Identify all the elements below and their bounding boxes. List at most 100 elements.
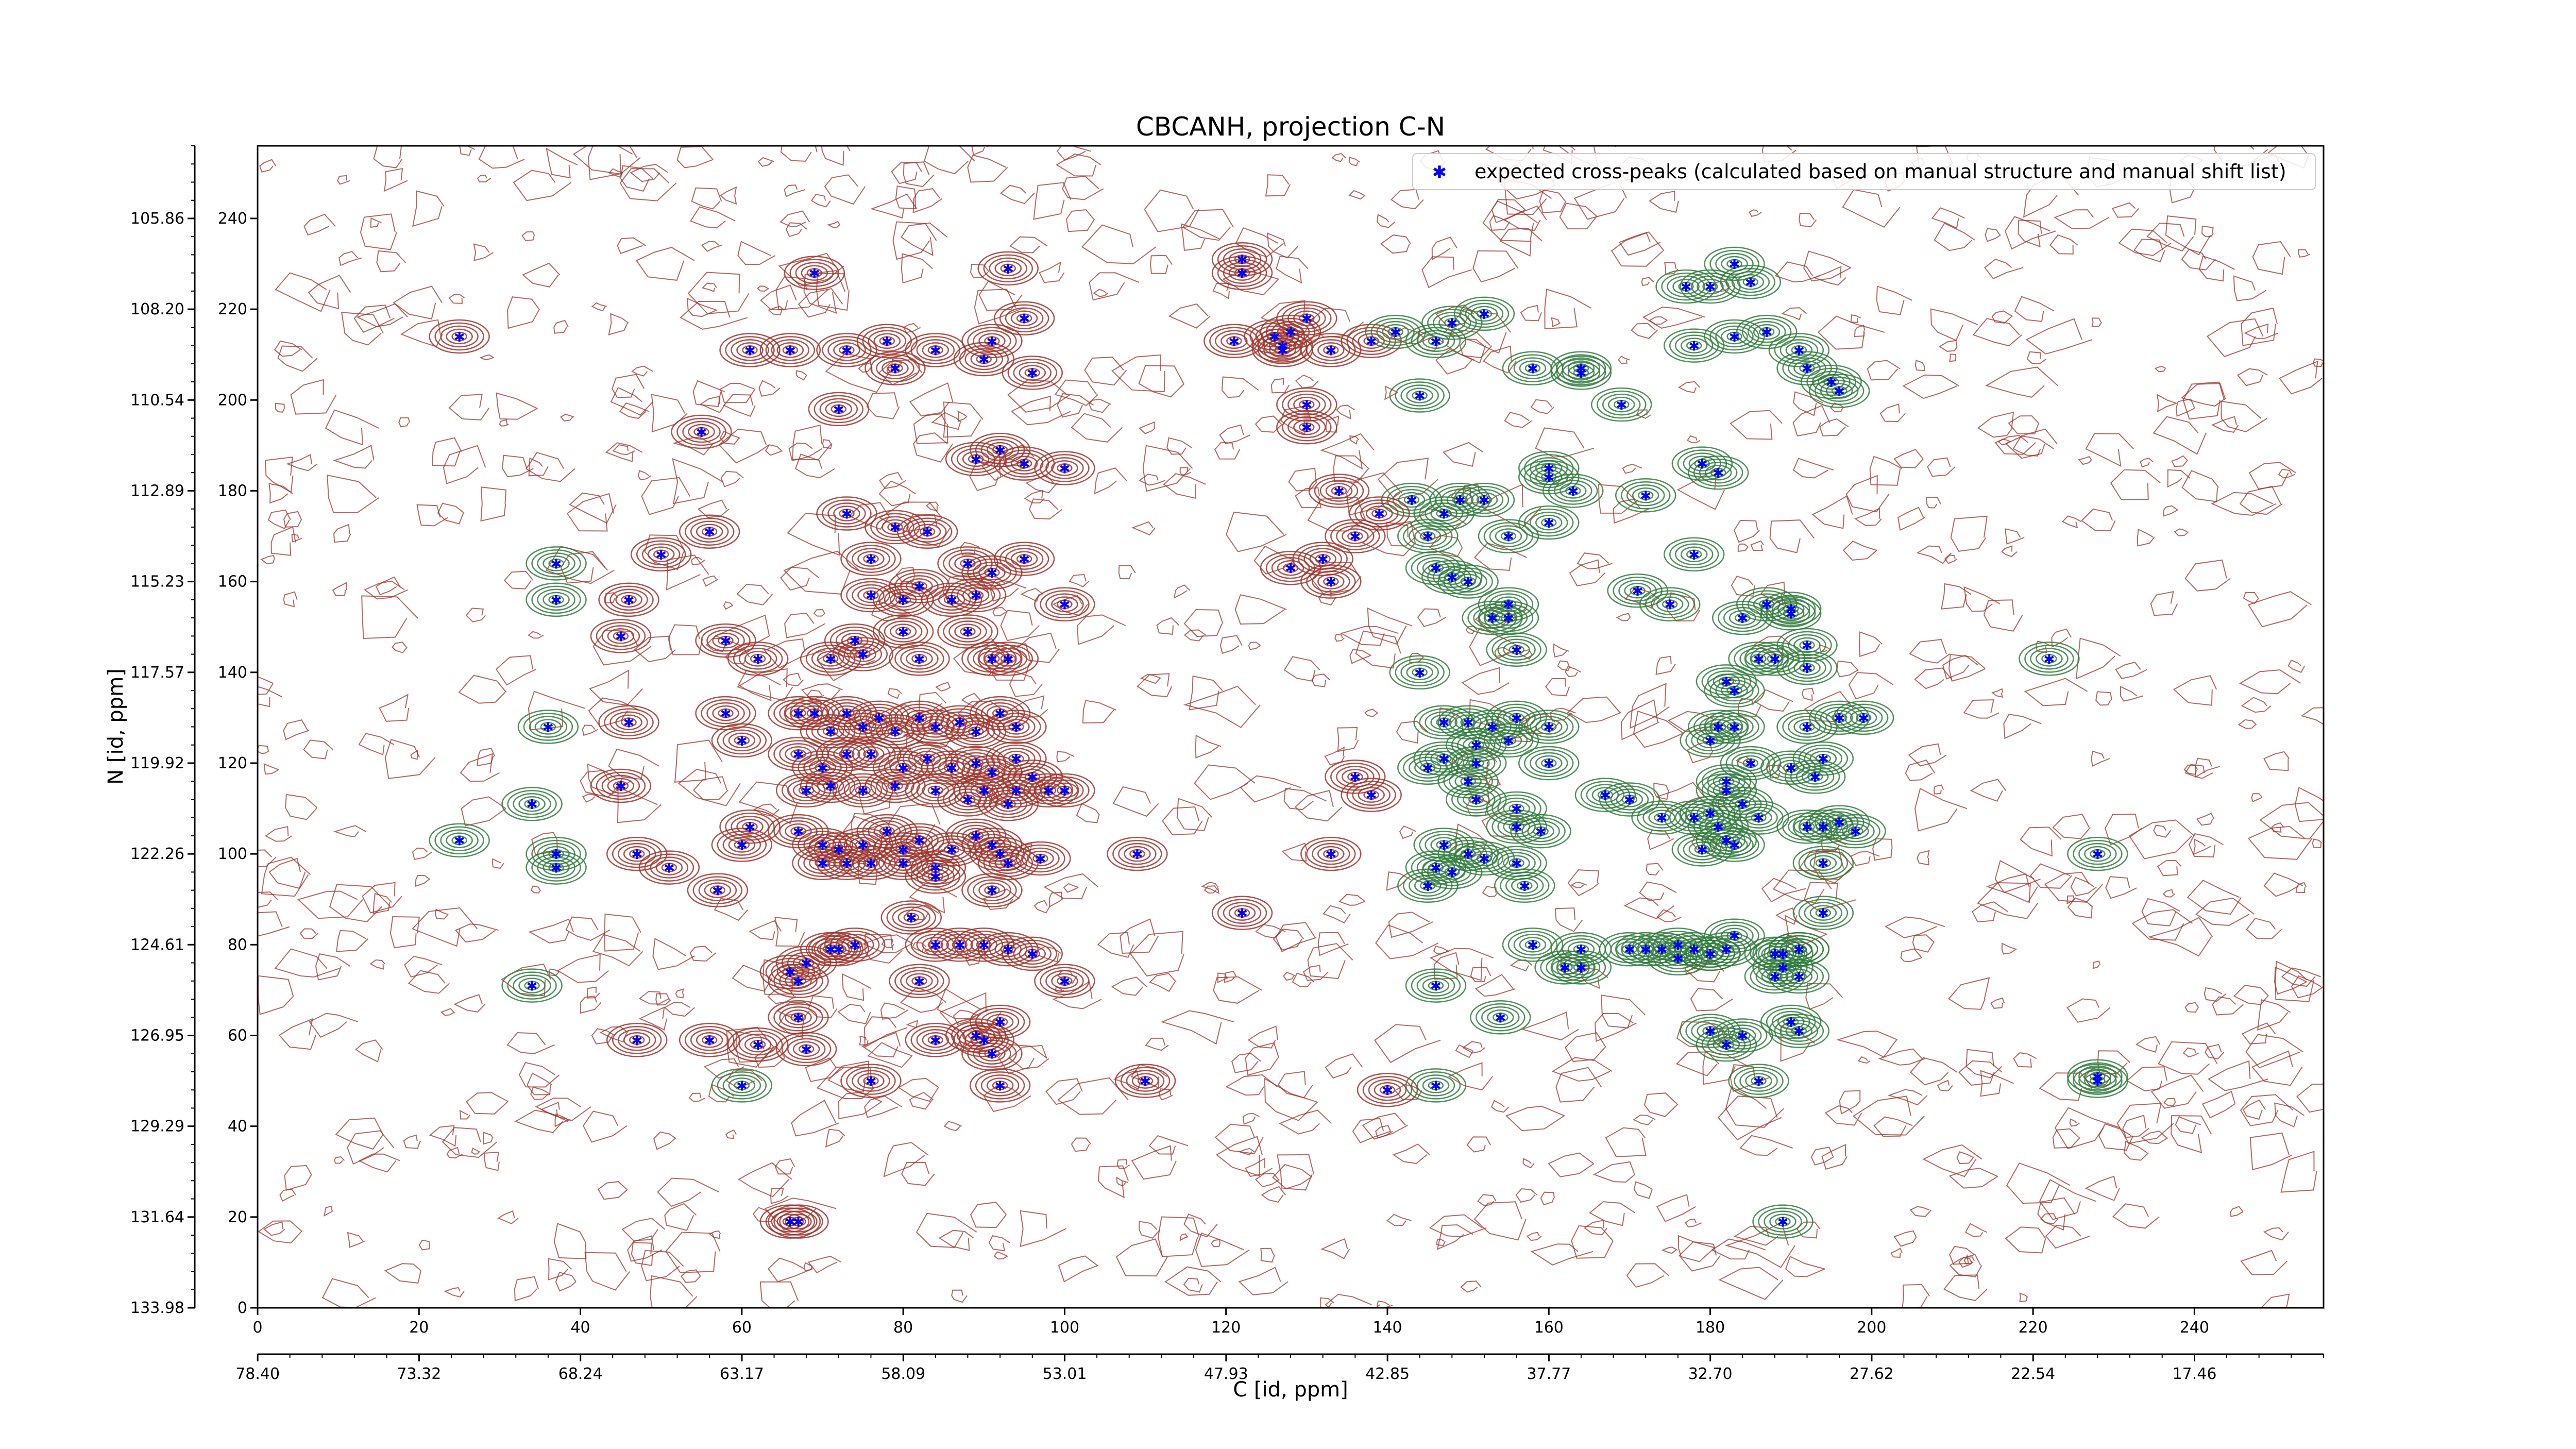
noise-contour	[895, 186, 917, 209]
peak-contour	[1446, 746, 1507, 781]
noise-contour	[258, 891, 279, 908]
expected-cross-peak-marker: ✱	[752, 652, 764, 667]
noise-contour	[738, 669, 781, 701]
noise-contour	[461, 796, 506, 827]
noise-contour	[297, 890, 363, 919]
noise-contour	[2054, 209, 2109, 229]
noise-contour	[2249, 1132, 2293, 1171]
noise-contour	[1213, 976, 1263, 1004]
expected-cross-peak-marker: ✱	[987, 652, 998, 667]
noise-contour	[477, 174, 492, 182]
noise-contour	[530, 885, 541, 894]
noise-contour	[2122, 1115, 2149, 1138]
peak-contour	[606, 1023, 668, 1057]
expected-cross-peak-marker: ✱	[1818, 906, 1829, 922]
noise-contour	[770, 1188, 789, 1204]
peak-contour	[1808, 374, 1870, 408]
expected-cross-peak-marker: ✱	[849, 938, 860, 953]
expected-cross-peak-marker: ✱	[1503, 598, 1514, 613]
expected-cross-peak-marker: ✱	[1027, 770, 1038, 785]
expected-cross-peak-marker: ✱	[890, 520, 901, 536]
noise-contour	[376, 250, 406, 273]
peak-contour	[768, 1204, 829, 1239]
noise-contour	[1530, 399, 1554, 414]
peak-contour	[598, 582, 659, 617]
noise-contour	[1338, 894, 1366, 906]
expected-cross-peak-marker: ✱	[1011, 784, 1022, 799]
noise-contour	[1189, 675, 1223, 711]
expected-cross-peak-marker: ✱	[1277, 343, 1288, 359]
noise-contour	[1264, 1077, 1318, 1121]
peak-contour	[1631, 800, 1692, 835]
noise-contour	[465, 608, 486, 622]
expected-cross-peak-marker: ✱	[922, 752, 933, 767]
noise-contour	[2105, 876, 2137, 899]
peak-contour	[1550, 356, 1612, 390]
noise-contour	[264, 825, 292, 842]
noise-contour	[1084, 357, 1127, 386]
expected-cross-peak-marker: ✱	[914, 711, 925, 727]
peak-contour	[526, 546, 587, 581]
noise-contour	[347, 1232, 365, 1248]
peak-contour	[719, 333, 781, 367]
expected-cross-peak-marker: ✱	[1640, 942, 1651, 958]
expected-cross-peak-marker: ✱	[793, 1010, 804, 1026]
noise-contour	[501, 963, 551, 997]
expected-cross-peak-marker: ✱	[1818, 820, 1829, 835]
noise-contour	[821, 146, 851, 166]
noise-contour	[1148, 1135, 1189, 1155]
expected-cross-peak-marker: ✱	[1793, 1024, 1805, 1040]
noise-contour	[1677, 1235, 1715, 1262]
expected-cross-peak-marker: ✱	[1809, 770, 1821, 785]
expected-cross-peak-marker: ✱	[1632, 584, 1643, 599]
noise-contour	[1150, 255, 1173, 274]
expected-cross-peak-marker: ✱	[866, 588, 877, 604]
noise-contour	[1221, 376, 1259, 398]
expected-cross-peak-marker: ✱	[1761, 598, 1772, 613]
peak-contour	[711, 723, 773, 758]
expected-cross-peak-marker: ✱	[987, 838, 998, 854]
noise-contour	[1879, 403, 1906, 423]
expected-cross-peak-marker: ✱	[1430, 561, 1442, 577]
expected-cross-peak-marker: ✱	[833, 843, 844, 858]
expected-cross-peak-marker: ✱	[543, 720, 554, 736]
y-index-tick-label: 80	[228, 936, 247, 954]
noise-contour	[2247, 825, 2313, 860]
expected-cross-peak-marker: ✱	[930, 938, 941, 953]
noise-contour	[2300, 707, 2324, 725]
peak-contour	[1462, 600, 1523, 635]
noise-contour	[1666, 592, 1701, 622]
noise-contour	[315, 953, 350, 981]
peak-contour	[1615, 478, 1676, 513]
noise-contour	[1482, 886, 1498, 898]
noise-contour	[2240, 1250, 2287, 1275]
noise-contour	[774, 1158, 795, 1175]
noise-contour	[1116, 1159, 1130, 1169]
noise-contour	[895, 567, 916, 582]
peak-contour	[1776, 628, 1838, 663]
noise-contour	[1557, 660, 1571, 671]
peak-contour	[1760, 1004, 1822, 1039]
expected-cross-peak-marker: ✱	[1285, 325, 1296, 341]
peak-contour	[889, 700, 950, 735]
y-ppm-tick-label: 122.26	[130, 845, 184, 863]
noise-contour	[1139, 421, 1156, 434]
expected-cross-peak-marker: ✱	[930, 1033, 941, 1049]
noise-contour	[807, 689, 825, 701]
noise-contour	[347, 1130, 394, 1165]
peak-contour	[2067, 836, 2128, 871]
peak-contour	[1760, 596, 1822, 631]
noise-contour	[361, 595, 418, 639]
noise-contour	[1933, 784, 1944, 795]
noise-contour	[258, 1220, 302, 1244]
noise-contour	[333, 825, 366, 837]
noise-contour	[333, 524, 351, 543]
noise-contour	[1912, 934, 1935, 953]
noise-contour	[372, 893, 392, 914]
noise-contour	[913, 432, 954, 463]
peak-contour	[1792, 810, 1854, 844]
peak-contour	[2067, 1064, 2128, 1098]
noise-contour	[1567, 869, 1600, 897]
peak-contour	[824, 928, 886, 962]
expected-cross-peak-marker: ✱	[1688, 942, 1700, 958]
